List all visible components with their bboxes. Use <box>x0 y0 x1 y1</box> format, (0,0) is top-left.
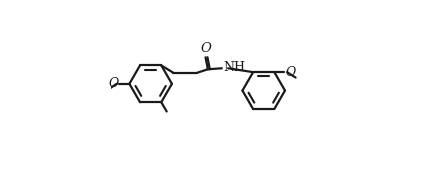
Text: O: O <box>285 66 295 79</box>
Text: O: O <box>108 77 119 90</box>
Text: NH: NH <box>223 61 245 74</box>
Text: O: O <box>201 42 211 55</box>
